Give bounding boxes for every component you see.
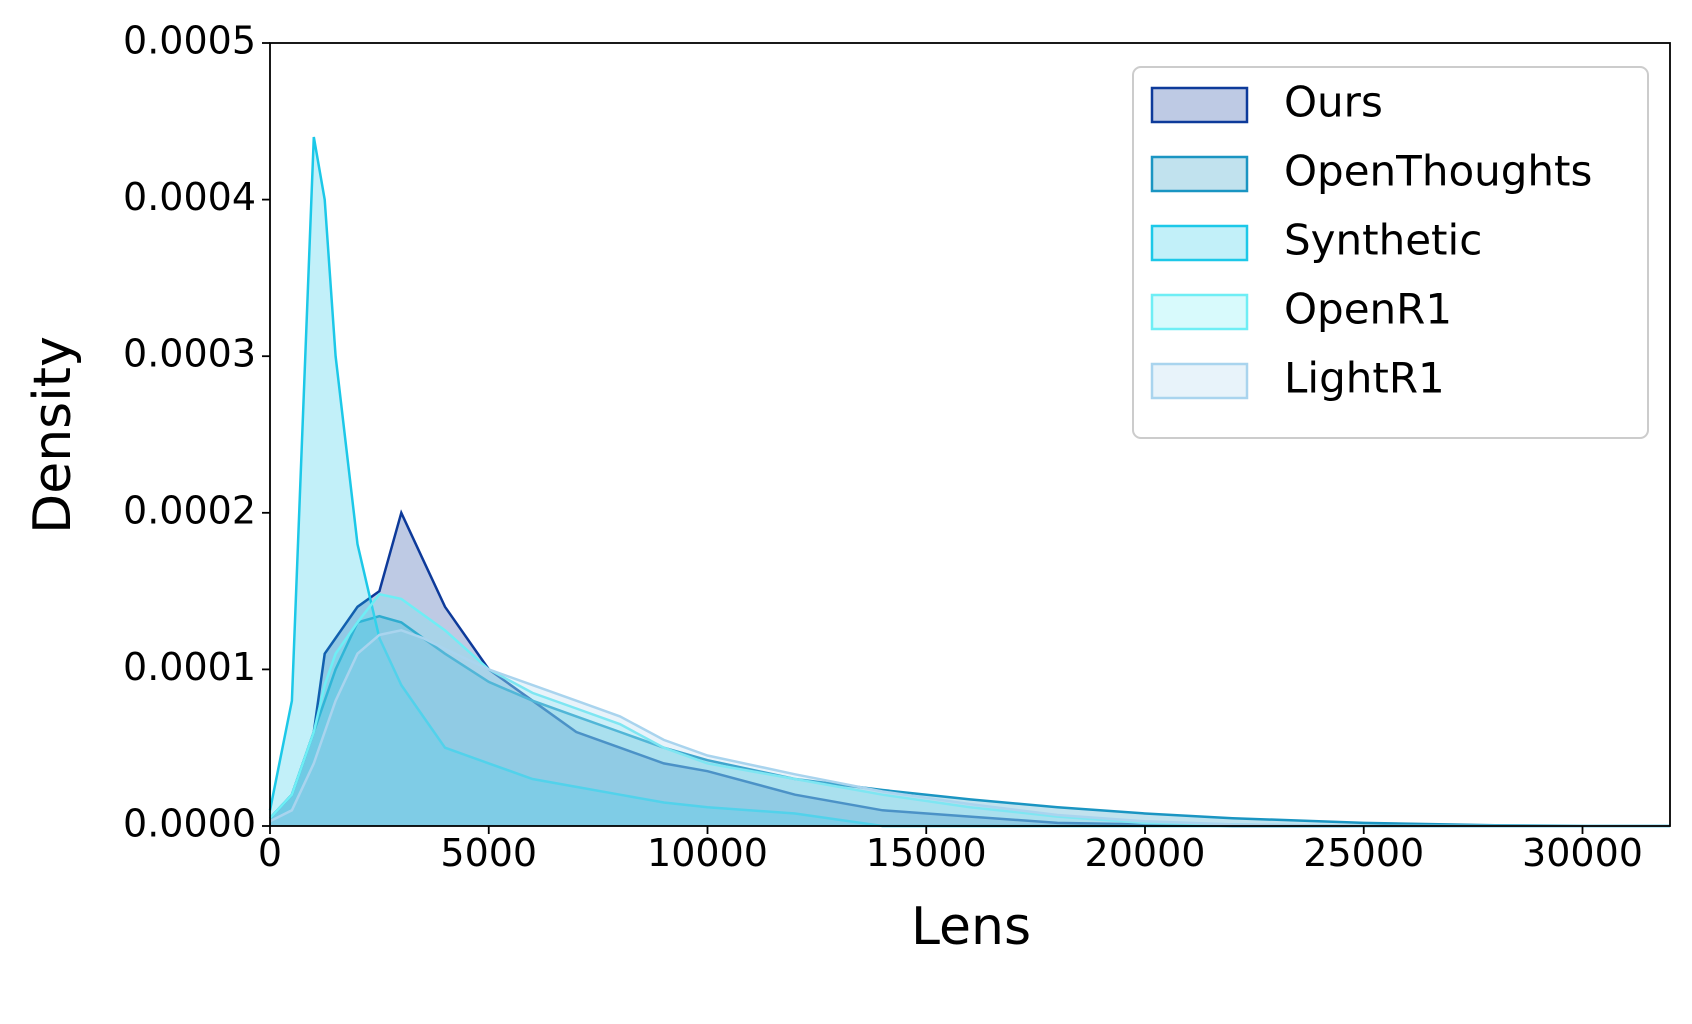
legend-swatch <box>1150 293 1249 331</box>
plot-frame <box>269 42 1671 827</box>
density-line <box>269 614 1671 828</box>
y-tick-label: 0.0003 <box>123 332 256 376</box>
y-tick-label: 0.0005 <box>123 19 256 63</box>
y-tick-label: 0.0002 <box>123 488 256 532</box>
legend-label: LightR1 <box>1284 354 1445 403</box>
y-tick-label: 0.0000 <box>123 802 256 846</box>
legend-swatch <box>1150 362 1249 400</box>
area-fill <box>270 616 1670 826</box>
y-tick-label: 0.0001 <box>123 645 256 689</box>
legend-swatch <box>1150 86 1249 124</box>
area-fill <box>270 630 1670 826</box>
legend-label: Ours <box>1284 78 1383 127</box>
legend-label: OpenThoughts <box>1284 147 1592 196</box>
x-tick-label: 30000 <box>1522 831 1643 875</box>
x-tick-label: 15000 <box>866 831 987 875</box>
legend-swatch <box>1150 224 1249 262</box>
x-tick-label: 20000 <box>1085 831 1206 875</box>
y-axis-label: Density <box>23 336 83 534</box>
x-tick-label: 0 <box>258 831 282 875</box>
y-tick-label: 0.0004 <box>123 175 256 219</box>
legend-box <box>1132 66 1649 439</box>
legend-label: OpenR1 <box>1284 285 1452 334</box>
x-axis-label: Lens <box>911 897 1031 957</box>
legend-swatch <box>1150 155 1249 193</box>
x-tick-label: 10000 <box>647 831 768 875</box>
legend-label: Synthetic <box>1284 216 1482 265</box>
density-line <box>269 629 1670 828</box>
area-fill <box>270 137 1670 826</box>
x-tick-label: 5000 <box>440 831 537 875</box>
x-tick-label: 25000 <box>1303 831 1424 875</box>
area-fill <box>270 594 1670 826</box>
